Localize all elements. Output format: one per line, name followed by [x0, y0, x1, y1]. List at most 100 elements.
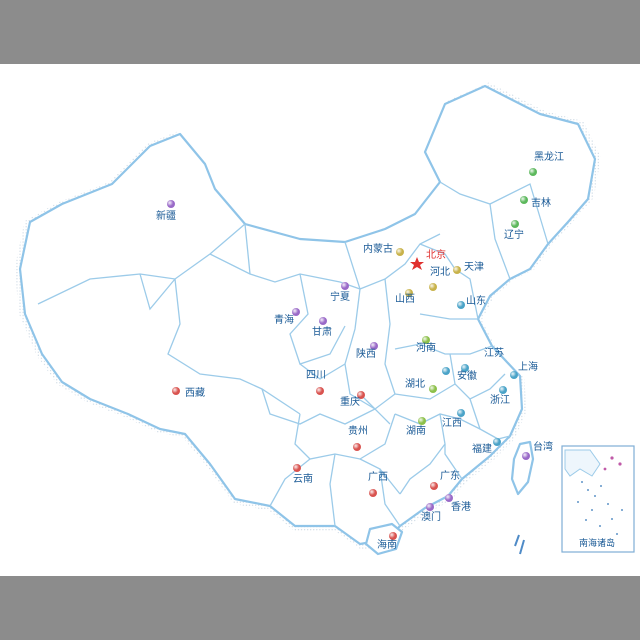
province-label: 重庆 — [340, 395, 360, 408]
province-label: 澳门 — [421, 510, 441, 523]
province-label: 黑龙江 — [534, 150, 564, 163]
province-label: 河北 — [430, 266, 450, 278]
marker-highlight — [522, 452, 530, 460]
marker-highlight — [369, 489, 377, 497]
marker-highlight — [461, 364, 469, 372]
province-label: 宁夏 — [330, 290, 350, 303]
province-label: 西藏 — [185, 387, 205, 399]
marker-highlight — [370, 342, 378, 350]
province-marker[interactable]: 河北 — [429, 266, 450, 291]
province-label: 江苏 — [484, 346, 504, 359]
province-marker[interactable]: 广东 — [430, 469, 460, 490]
marker-highlight — [426, 503, 434, 511]
province-marker[interactable]: 安徽 — [442, 367, 477, 382]
province-marker[interactable]: 黑龙江 — [529, 150, 564, 176]
province-label: 新疆 — [156, 209, 176, 222]
islet-mark — [519, 539, 525, 555]
province-marker[interactable]: 天津 — [453, 261, 484, 274]
capital-marker[interactable]: 北京 — [410, 248, 446, 270]
province-label: 湖南 — [406, 424, 426, 437]
province-label: 广东 — [440, 469, 460, 482]
province-label: 福建 — [472, 442, 492, 455]
province-label: 天津 — [464, 261, 484, 273]
marker-highlight — [319, 317, 327, 325]
province-marker[interactable]: 四川 — [306, 370, 326, 395]
province-label: 云南 — [293, 472, 313, 485]
province-marker[interactable]: 山东 — [457, 294, 486, 309]
province-marker[interactable]: 湖南 — [406, 417, 426, 437]
marker-highlight — [353, 443, 361, 451]
province-marker[interactable]: 福建 — [472, 438, 501, 455]
province-label: 安徽 — [457, 369, 477, 382]
province-marker[interactable]: 陕西 — [356, 342, 378, 360]
province-label: 甘肃 — [312, 325, 332, 338]
province-label: 山西 — [395, 293, 415, 305]
marker-highlight — [453, 266, 461, 274]
marker-highlight — [405, 289, 413, 297]
marker-highlight — [293, 464, 301, 472]
marker-highlight — [493, 438, 501, 446]
province-marker[interactable]: 湖北 — [405, 378, 437, 393]
marker-highlight — [172, 387, 180, 395]
marker-highlight — [422, 336, 430, 344]
marker-highlight — [510, 371, 518, 379]
marker-highlight — [292, 308, 300, 316]
province-label: 辽宁 — [504, 228, 524, 241]
province-label: 湖北 — [405, 378, 425, 390]
province-marker[interactable]: 浙江 — [490, 386, 510, 406]
province-marker[interactable]: 江西 — [442, 409, 465, 429]
capital-label: 北京 — [426, 248, 446, 261]
province-label: 陕西 — [356, 347, 376, 360]
province-label: 江西 — [442, 417, 462, 429]
islet-mark — [514, 534, 520, 547]
red-star-icon — [410, 257, 424, 270]
marker-highlight — [389, 532, 397, 540]
province-marker[interactable]: 吉林 — [520, 196, 551, 209]
china-map: 南海诸岛 黑龙江吉林辽宁内蒙古天津 河北山西 山东 新疆宁夏青海甘肃陕西 河南 江苏 安徽 上… — [0, 64, 640, 576]
marker-highlight — [429, 283, 437, 291]
marker-highlight — [529, 168, 537, 176]
province-label: 贵州 — [348, 424, 368, 437]
marker-highlight — [457, 409, 465, 417]
province-label: 广西 — [368, 471, 388, 483]
taiwan-shape — [510, 440, 535, 496]
province-marker[interactable]: 重庆 — [340, 391, 365, 408]
province-marker[interactable]: 山西 — [395, 289, 415, 305]
province-marker[interactable]: 甘肃 — [312, 317, 332, 338]
province-marker[interactable]: 贵州 — [348, 424, 368, 451]
province-label: 海南 — [377, 538, 397, 551]
province-label: 山东 — [466, 294, 486, 307]
province-marker[interactable]: 台湾 — [522, 440, 553, 460]
province-marker[interactable]: 上海 — [510, 360, 538, 379]
province-marker[interactable]: 宁夏 — [330, 282, 350, 303]
province-marker[interactable]: 河南 — [416, 336, 436, 354]
province-marker[interactable]: 香港 — [445, 494, 471, 513]
marker-highlight — [396, 248, 404, 256]
marker-highlight — [445, 494, 453, 502]
marker-highlight — [520, 196, 528, 204]
province-marker[interactable]: 海南 — [377, 532, 397, 551]
marker-highlight — [418, 417, 426, 425]
inset-label: 南海诸岛 — [579, 537, 615, 549]
province-label: 上海 — [518, 360, 538, 373]
province-label: 青海 — [274, 313, 294, 326]
province-marker[interactable]: 内蒙古 — [363, 242, 404, 256]
province-marker[interactable]: 辽宁 — [504, 220, 524, 241]
marker-highlight — [430, 482, 438, 490]
hainan-shape — [364, 522, 404, 556]
province-label: 浙江 — [490, 394, 510, 406]
province-borders — [37, 181, 549, 527]
province-label: 吉林 — [531, 196, 551, 209]
province-marker[interactable]: 江苏 — [461, 346, 504, 372]
marker-highlight — [499, 386, 507, 394]
province-marker[interactable]: 澳门 — [421, 503, 441, 523]
province-marker[interactable]: 青海 — [274, 308, 300, 326]
province-marker[interactable]: 云南 — [293, 464, 313, 485]
province-label: 河南 — [416, 341, 436, 354]
province-label: 台湾 — [533, 440, 553, 453]
province-marker[interactable]: 新疆 — [156, 200, 176, 222]
province-label: 香港 — [451, 501, 471, 513]
province-marker[interactable]: 西藏 — [172, 387, 205, 399]
province-marker[interactable]: 广西 — [368, 471, 388, 497]
